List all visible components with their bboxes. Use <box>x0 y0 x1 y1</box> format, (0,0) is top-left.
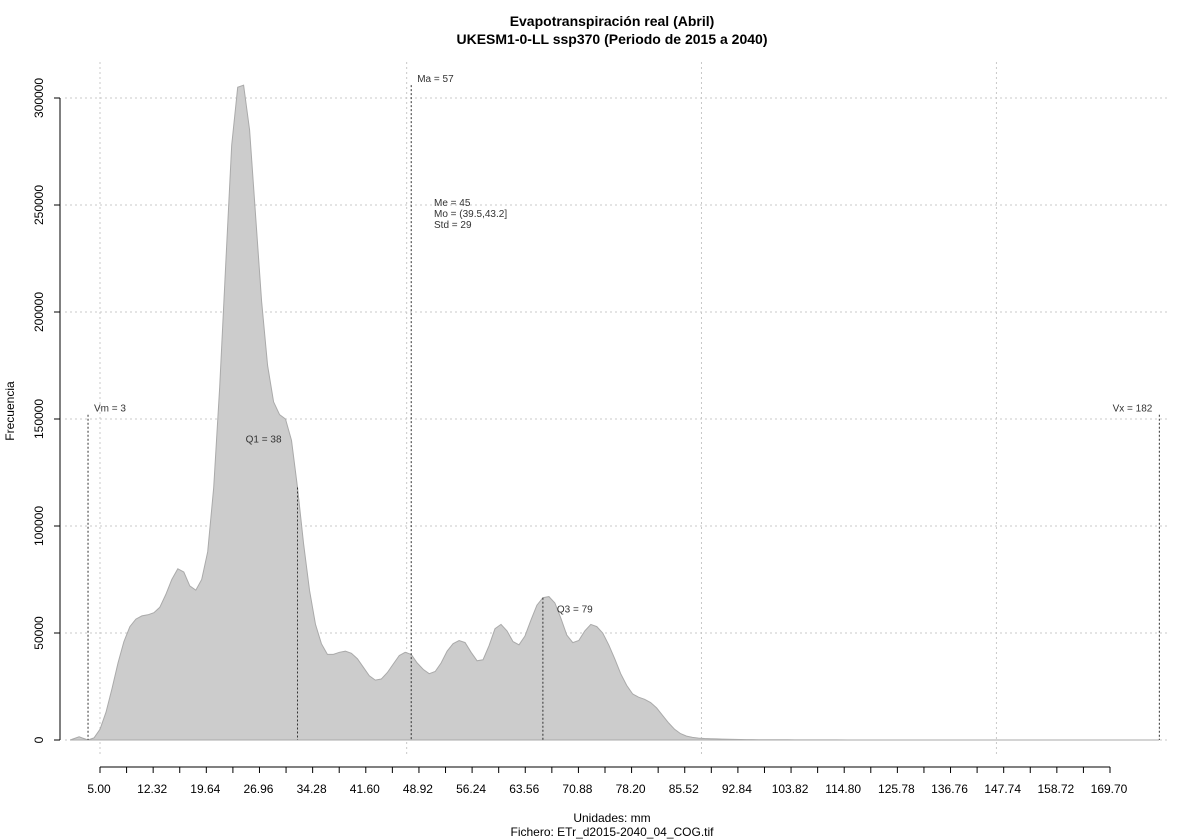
x-tick-label: 85.52 <box>669 782 699 796</box>
x-tick-label: 48.92 <box>403 782 433 796</box>
annotation-stat: Mo = (39.5,43.2] <box>434 209 507 220</box>
x-tick-label: 114.80 <box>825 782 861 796</box>
plot-area <box>69 84 1160 741</box>
x-tick-label: 12.32 <box>137 782 167 796</box>
y-tick-label: 50000 <box>32 616 46 650</box>
marker-lines: Vm = 3 Q1 = 38 Ma = 57 Q3 = 79 Vx = 182 Me = … <box>87 74 1160 740</box>
y-tick-label: 250000 <box>32 185 46 225</box>
annotation-ma: Ma = 57 <box>417 74 454 85</box>
x-tick-label: 92.84 <box>722 782 752 796</box>
x-tick-label: 41.60 <box>350 782 380 796</box>
x-tick-label: 158.72 <box>1037 782 1074 796</box>
x-tick-label: 103.82 <box>772 782 809 796</box>
y-tick-label: 100000 <box>32 506 46 546</box>
x-tick-label: 63.56 <box>509 782 539 796</box>
x-tick-label: 147.74 <box>984 782 1021 796</box>
x-tick-label: 169.70 <box>1091 782 1128 796</box>
chart-title: Evapotranspiración real (Abril) <box>510 13 715 29</box>
y-tick-label: 150000 <box>32 399 46 439</box>
x-tick-label: 56.24 <box>456 782 486 796</box>
x-tick-label: 125.78 <box>878 782 915 796</box>
chart-subtitle: UKESM1-0-LL ssp370 (Periodo de 2015 a 20… <box>457 31 768 47</box>
annotation-vx: Vx = 182 <box>1113 404 1153 415</box>
x-tick-label: 34.28 <box>297 782 327 796</box>
y-tick-label: 300000 <box>32 78 46 118</box>
x-axis-label: Unidades: mm <box>573 811 650 825</box>
y-tick-label: 200000 <box>32 292 46 332</box>
y-tick-label: 0 <box>32 736 46 743</box>
x-tick-label: 5.00 <box>87 782 111 796</box>
annotation-stat: Me = 45 <box>434 198 471 209</box>
annotation-q3: Q3 = 79 <box>557 605 593 616</box>
x-tick-label: 78.20 <box>616 782 646 796</box>
x-tick-label: 70.88 <box>562 782 592 796</box>
x-tick-label: 136.76 <box>931 782 968 796</box>
density-area <box>69 84 1160 741</box>
x-tick-label: 26.96 <box>243 782 273 796</box>
annotation-q1: Q1 = 38 <box>246 434 282 445</box>
y-axis-label: Frecuencia <box>3 381 17 441</box>
annotation-vm: Vm = 3 <box>94 404 126 415</box>
axes: 0 50000 100000 150000 200000 250000 300000 5.00… <box>32 78 1128 796</box>
chart-caption: Fichero: ETr_d2015-2040_04_COG.tif <box>511 825 715 839</box>
x-tick-label: 19.64 <box>190 782 220 796</box>
annotation-stat: Std = 29 <box>434 220 472 231</box>
